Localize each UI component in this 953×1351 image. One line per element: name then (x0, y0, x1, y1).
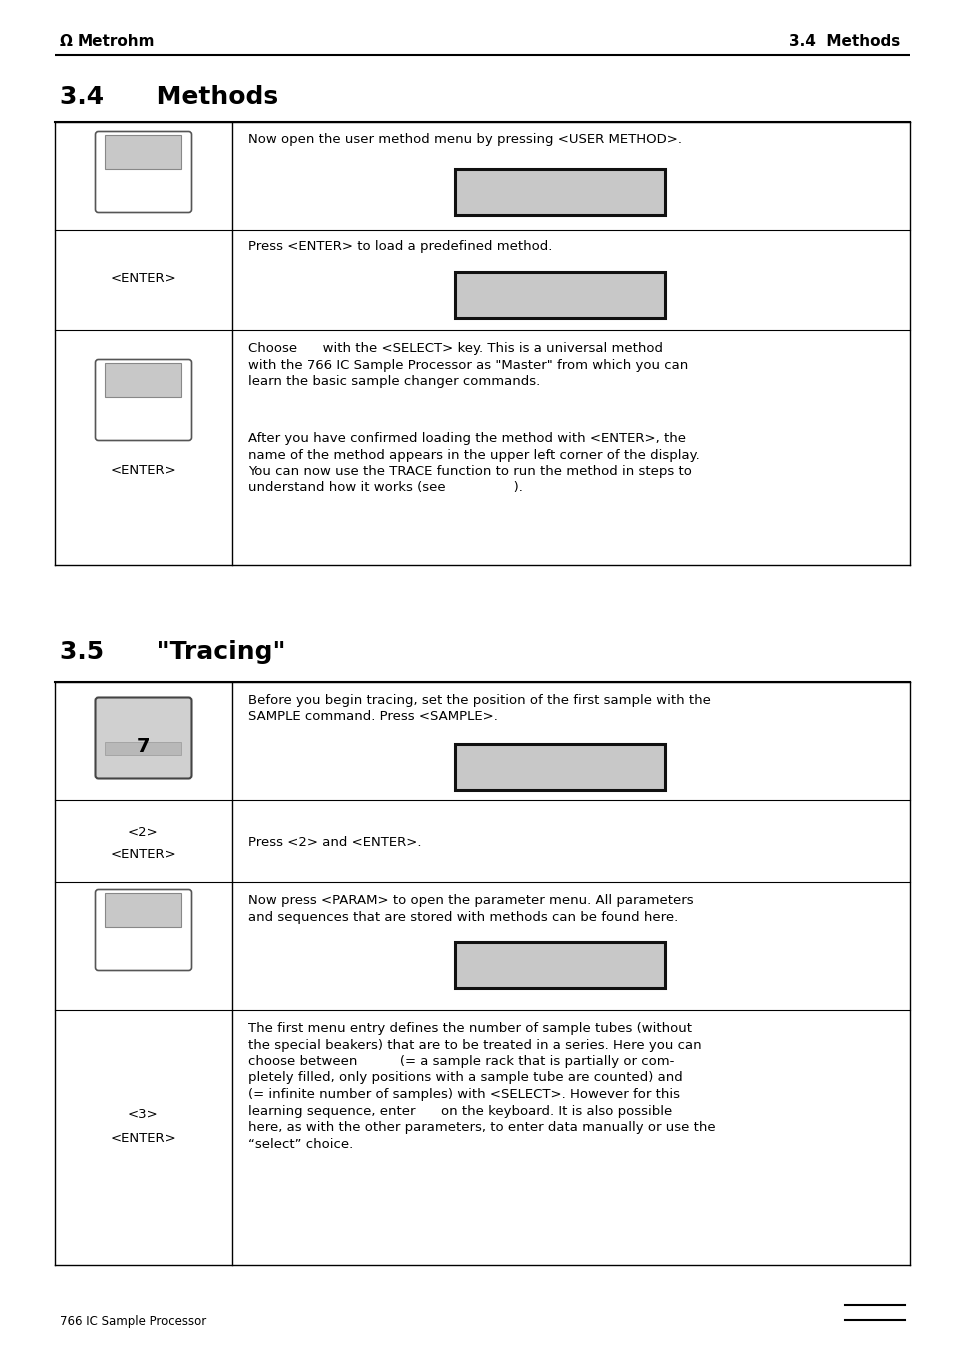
Text: <ENTER>: <ENTER> (111, 848, 176, 862)
Text: <ENTER>: <ENTER> (111, 463, 176, 477)
Bar (455, 169, 664, 215)
Text: 3.4      Methods: 3.4 Methods (60, 85, 278, 109)
Text: 766 IC Sample Processor: 766 IC Sample Processor (60, 1315, 206, 1328)
Text: Metrohm: Metrohm (78, 35, 155, 50)
FancyBboxPatch shape (95, 359, 192, 440)
Text: Now open the user method menu by pressing <USER METHOD>.: Now open the user method menu by pressin… (248, 132, 681, 146)
Bar (455, 272, 664, 317)
Bar (106, 135, 181, 169)
Text: <ENTER>: <ENTER> (111, 272, 176, 285)
Text: <ENTER>: <ENTER> (111, 1132, 176, 1144)
Text: Press <2> and <ENTER>.: Press <2> and <ENTER>. (248, 835, 421, 848)
Bar (106, 363, 181, 397)
Text: <3>: <3> (128, 1109, 159, 1121)
Bar (455, 744, 664, 790)
Text: 7: 7 (136, 736, 150, 755)
Text: 3.5      "Tracing": 3.5 "Tracing" (60, 640, 285, 663)
Text: The first menu entry defines the number of sample tubes (without
the special bea: The first menu entry defines the number … (248, 1021, 715, 1151)
Text: <2>: <2> (128, 825, 159, 839)
Text: 3.4  Methods: 3.4 Methods (788, 35, 899, 50)
FancyBboxPatch shape (95, 131, 192, 212)
FancyBboxPatch shape (95, 889, 192, 970)
FancyBboxPatch shape (95, 697, 192, 778)
Bar (106, 742, 181, 755)
Bar (106, 893, 181, 927)
Bar (455, 942, 664, 988)
Text: Choose      with the <SELECT> key. This is a universal method
with the 766 IC Sa: Choose with the <SELECT> key. This is a … (248, 342, 687, 388)
Text: Before you begin tracing, set the position of the first sample with the
SAMPLE c: Before you begin tracing, set the positi… (248, 694, 710, 724)
Text: Now press <PARAM> to open the parameter menu. All parameters
and sequences that : Now press <PARAM> to open the parameter … (248, 894, 693, 924)
Text: After you have confirmed loading the method with <ENTER>, the
name of the method: After you have confirmed loading the met… (248, 432, 699, 494)
Text: Press <ENTER> to load a predefined method.: Press <ENTER> to load a predefined metho… (248, 240, 552, 253)
Text: Ω: Ω (60, 35, 72, 50)
